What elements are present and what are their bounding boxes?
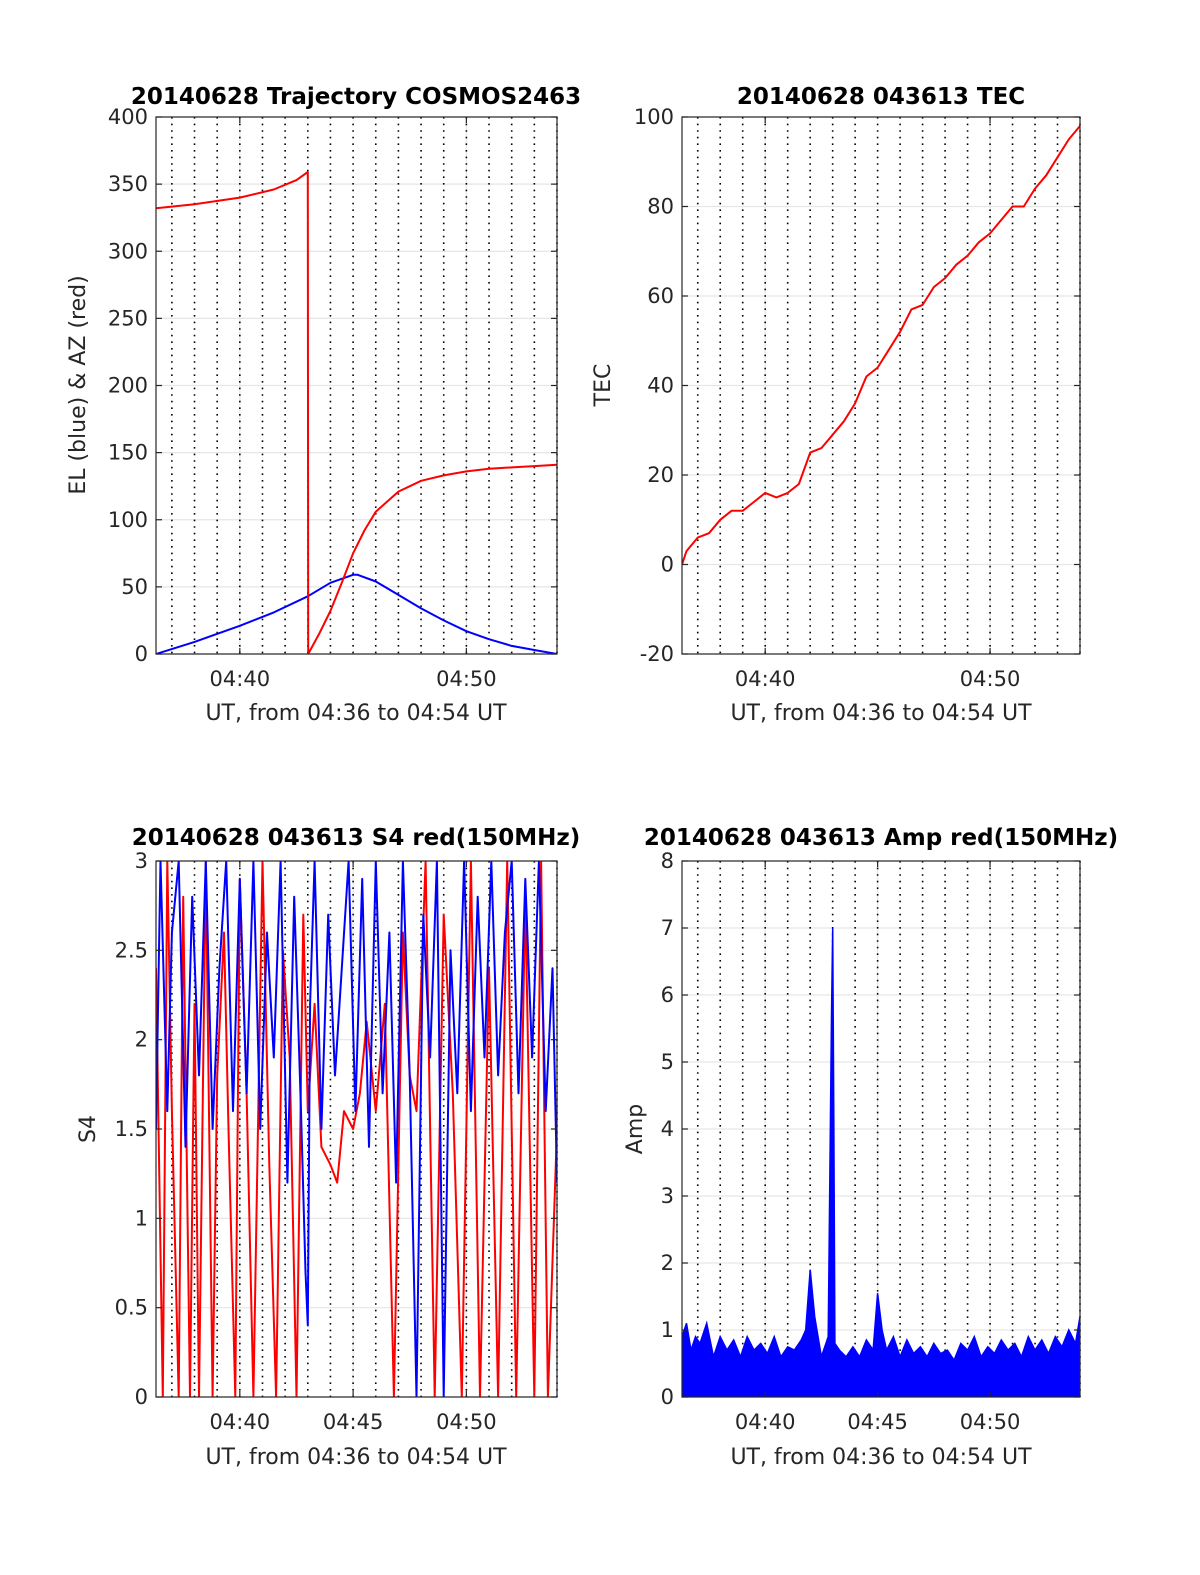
y-axis-label: TEC: [591, 364, 616, 408]
y-tick-label: 0: [661, 1385, 674, 1409]
y-tick-label: 350: [108, 172, 148, 196]
panel-tec: -20 0 20 40 60 80 100 04:40 04:50 20140628 04361…: [591, 84, 1081, 726]
y-tick-label: 1: [135, 1206, 148, 1230]
x-tick-label: 04:50: [436, 667, 497, 691]
y-tick-label: 80: [647, 195, 674, 219]
y-tick-label: 0: [135, 642, 148, 666]
y-tick-label: 0: [661, 553, 674, 577]
series-line-1: [156, 171, 557, 654]
chart-title: 20140628 043613 TEC: [737, 84, 1025, 110]
y-tick-label: 400: [108, 105, 148, 129]
y-tick-label: 8: [661, 849, 674, 873]
series-line-1: [156, 861, 557, 1397]
ticks: -20 0 20 40 60 80 100 04:40 04:50: [634, 105, 1080, 691]
panel-s4: 0 0.5 1 1.5 2 2.5 3 04:40 04:45 04:50 20140628 04…: [76, 825, 580, 1470]
y-axis-label: Amp: [623, 1104, 648, 1154]
x-tick-label: 04:50: [436, 1410, 497, 1434]
y-tick-label: -20: [640, 642, 674, 666]
y-tick-label: 6: [661, 983, 674, 1007]
y-tick-label: 60: [647, 284, 674, 308]
x-tick-label: 04:45: [847, 1410, 908, 1434]
series-line-0: [682, 125, 1080, 565]
series-group: [156, 861, 557, 1397]
y-tick-label: 0.5: [115, 1296, 148, 1320]
series-group: [682, 125, 1080, 565]
series-group: [682, 927, 1080, 1397]
panel-amp: 0 1 2 3 4 5 6 7 8 04:40 04:45 04:50 20140628 043613…: [623, 825, 1118, 1470]
x-tick-label: 04:40: [735, 667, 796, 691]
chart-title: 20140628 Trajectory COSMOS2463: [131, 84, 581, 110]
y-tick-label: 4: [661, 1117, 674, 1141]
y-tick-label: 250: [108, 306, 148, 330]
y-tick-label: 40: [647, 374, 674, 398]
x-tick-label: 04:40: [210, 667, 271, 691]
y-tick-label: 2.5: [115, 938, 148, 962]
ticks: 0 1 2 3 4 5 6 7 8 04:40 04:45 04:50: [661, 849, 1080, 1434]
ticks: 0 50 100 150 200 250 300 350 400 04:40 04:50: [108, 105, 557, 691]
series-area-0: [682, 927, 1080, 1397]
y-tick-label: 7: [661, 916, 674, 940]
y-tick-label: 2: [135, 1028, 148, 1052]
y-tick-label: 150: [108, 441, 148, 465]
y-tick-label: 1.5: [115, 1117, 148, 1141]
y-tick-label: 100: [108, 508, 148, 532]
chart-title: 20140628 043613 S4 red(150MHz): [132, 825, 581, 851]
y-tick-label: 20: [647, 463, 674, 487]
x-tick-label: 04:50: [960, 1410, 1021, 1434]
x-tick-label: 04:40: [735, 1410, 796, 1434]
y-axis-label: S4: [76, 1115, 101, 1143]
chart-title: 20140628 043613 Amp red(150MHz): [644, 825, 1118, 851]
x-tick-label: 04:50: [960, 667, 1021, 691]
x-axis-label: UT, from 04:36 to 04:54 UT: [730, 701, 1032, 726]
y-tick-label: 1: [661, 1318, 674, 1342]
y-tick-label: 2: [661, 1251, 674, 1275]
y-tick-label: 300: [108, 239, 148, 263]
y-tick-label: 3: [661, 1184, 674, 1208]
y-tick-label: 200: [108, 374, 148, 398]
panel-trajectory: 0 50 100 150 200 250 300 350 400 04:40 04:50 20140…: [66, 84, 581, 726]
series-line-0: [156, 573, 557, 654]
y-tick-label: 50: [121, 575, 148, 599]
y-axis-label: EL (blue) & AZ (red): [66, 275, 91, 494]
grid-lines: [682, 860, 1080, 1398]
y-tick-label: 5: [661, 1050, 674, 1074]
series-line-0: [156, 861, 557, 1397]
ticks: 0 0.5 1 1.5 2 2.5 3 04:40 04:45 04:50: [115, 849, 557, 1434]
x-axis-label: UT, from 04:36 to 04:54 UT: [205, 701, 507, 726]
series-group: [156, 171, 557, 654]
x-tick-label: 04:40: [210, 1410, 271, 1434]
x-tick-label: 04:45: [323, 1410, 384, 1434]
grid-lines: [682, 116, 1080, 655]
y-tick-label: 100: [634, 105, 674, 129]
y-tick-label: 3: [135, 849, 148, 873]
x-axis-label: UT, from 04:36 to 04:54 UT: [730, 1445, 1032, 1470]
y-tick-label: 0: [135, 1385, 148, 1409]
x-axis-label: UT, from 04:36 to 04:54 UT: [205, 1445, 507, 1470]
